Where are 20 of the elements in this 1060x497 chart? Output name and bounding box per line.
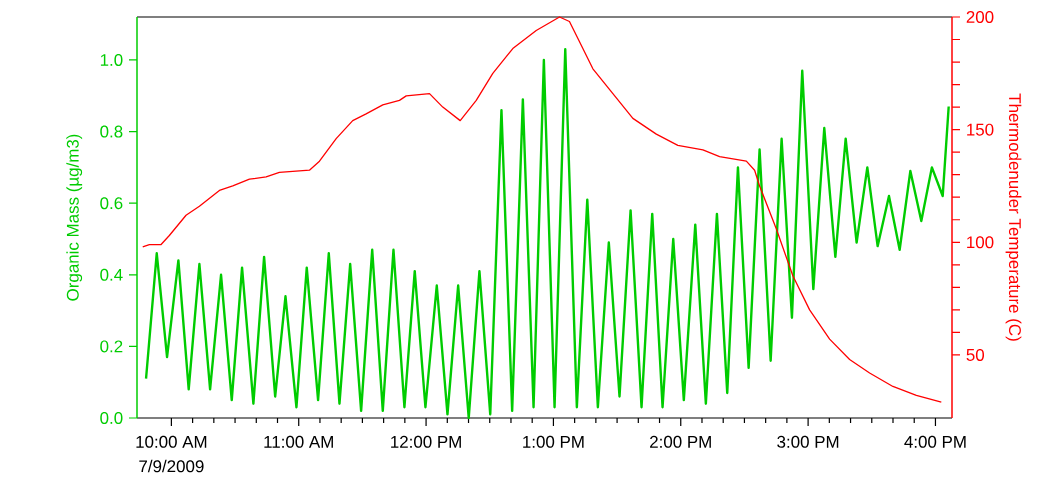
y-tick-label: 0.6 (100, 197, 123, 210)
y2-axis-title: Thermodenuder Temperature (C) (1005, 93, 1022, 341)
x-tick-label: 10:00 AM (136, 435, 207, 448)
x-tick-label: 1:00 PM (523, 435, 584, 448)
x-tick-label: 12:00 PM (391, 435, 461, 448)
y-tick-label: 0.2 (100, 340, 123, 353)
y2-tick-label: 50 (966, 348, 985, 361)
y-tick-label: 0.4 (100, 268, 123, 281)
y-axis-title: Organic Mass (µg/m3) (66, 134, 83, 301)
y-tick-label: 0.8 (100, 125, 123, 138)
y2-tick-label: 200 (966, 11, 994, 23)
x-tick-label: 2:00 PM (650, 435, 711, 448)
y-tick-label: 1.0 (100, 53, 123, 66)
y2-tick-label: 100 (967, 236, 994, 249)
y-tick-label: 0.0 (100, 412, 123, 424)
text: 7/9/2009 (139, 459, 204, 473)
x-tick-label: 4:00 PM (904, 435, 966, 448)
x-tick-label: 11:00 AM (264, 435, 333, 448)
y2-tick-label: 150 (967, 123, 994, 136)
x-tick-label: 3:00 PM (777, 435, 839, 448)
